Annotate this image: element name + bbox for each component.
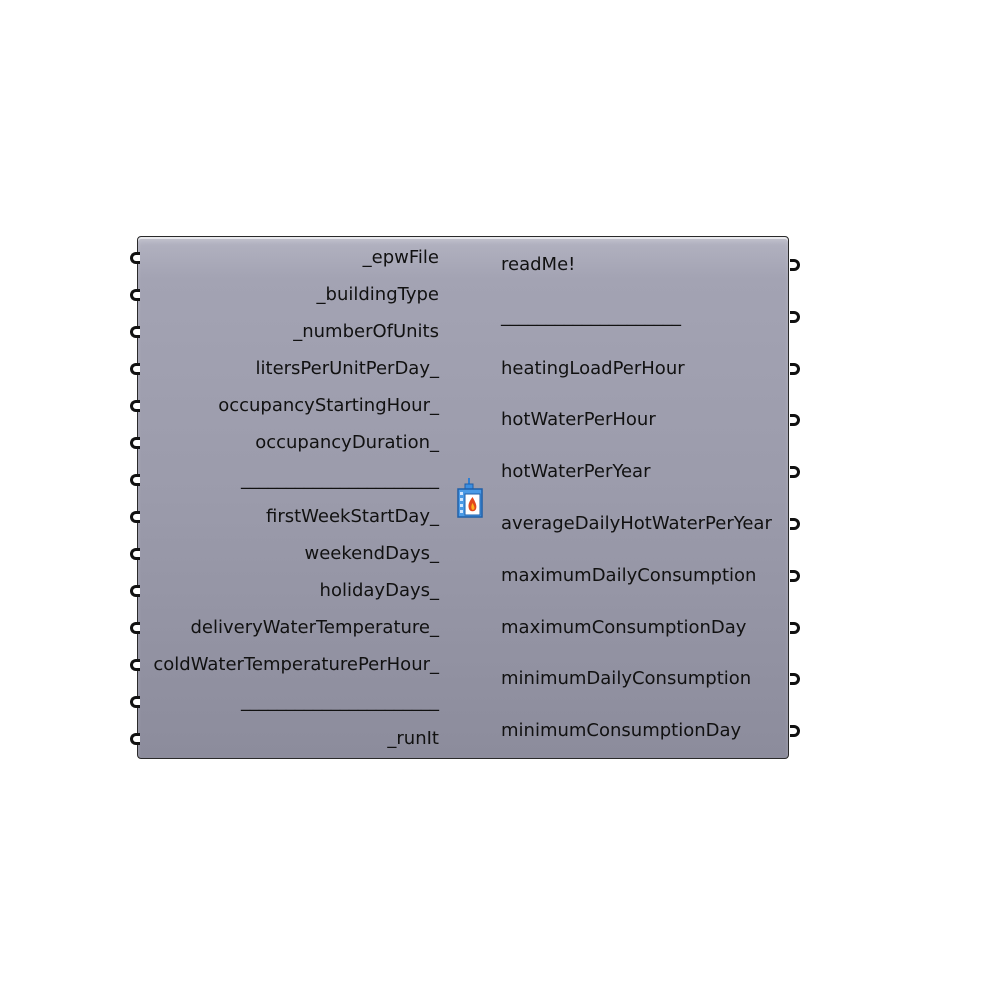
output-label-4[interactable]: hotWaterPerYear [501, 461, 651, 483]
input-grip-9[interactable] [130, 585, 140, 597]
output-grip-1[interactable] [790, 310, 800, 323]
input-label-1[interactable]: _buildingType [316, 284, 439, 305]
output-grip-0[interactable] [790, 259, 800, 271]
input-label-6[interactable]: ______________________ [241, 469, 439, 490]
input-grip-5[interactable] [130, 437, 140, 449]
input-label-8[interactable]: weekendDays_ [304, 543, 439, 564]
output-label-7[interactable]: maximumConsumptionDay [501, 616, 747, 638]
output-label-0[interactable]: readMe! [501, 254, 576, 275]
input-label-2[interactable]: _numberOfUnits [293, 321, 439, 342]
output-grip-6[interactable] [790, 569, 800, 582]
input-label-11[interactable]: coldWaterTemperaturePerHour_ [153, 654, 439, 675]
input-label-12[interactable]: ______________________ [241, 691, 439, 712]
input-grip-4[interactable] [130, 400, 140, 412]
input-grip-1[interactable] [130, 289, 140, 301]
output-grip-4[interactable] [790, 466, 800, 479]
output-label-1[interactable]: ____________________ [501, 305, 681, 327]
output-label-3[interactable]: hotWaterPerHour [501, 409, 656, 431]
input-label-9[interactable]: holidayDays_ [319, 580, 439, 601]
input-label-5[interactable]: occupancyDuration_ [255, 432, 439, 453]
input-grip-7[interactable] [130, 511, 140, 523]
output-label-2[interactable]: heatingLoadPerHour [501, 357, 685, 379]
input-grip-10[interactable] [130, 622, 140, 634]
output-label-6[interactable]: maximumDailyConsumption [501, 564, 757, 586]
output-label-5[interactable]: averageDailyHotWaterPerYear [501, 513, 772, 534]
input-grip-3[interactable] [130, 363, 140, 375]
output-grip-7[interactable] [790, 621, 800, 634]
input-label-0[interactable]: _epwFile [362, 247, 439, 268]
output-grip-9[interactable] [790, 725, 800, 738]
input-grip-8[interactable] [130, 548, 140, 560]
output-grip-5[interactable] [790, 518, 800, 530]
output-grip-3[interactable] [790, 414, 800, 427]
output-label-9[interactable]: minimumConsumptionDay [501, 720, 742, 742]
hot-water-building-icon [457, 478, 483, 518]
input-grip-13[interactable] [130, 733, 140, 745]
input-label-7[interactable]: firstWeekStartDay_ [265, 506, 439, 527]
input-grip-11[interactable] [130, 659, 140, 671]
input-grip-6[interactable] [130, 474, 140, 486]
output-grip-2[interactable] [790, 362, 800, 375]
output-grip-8[interactable] [790, 673, 800, 686]
output-label-8[interactable]: minimumDailyConsumption [501, 668, 752, 690]
input-label-10[interactable]: deliveryWaterTemperature_ [190, 617, 439, 638]
input-label-4[interactable]: occupancyStartingHour_ [218, 395, 439, 416]
input-label-3[interactable]: litersPerUnitPerDay_ [255, 358, 439, 379]
input-grip-2[interactable] [130, 326, 140, 338]
input-label-13[interactable]: _runIt [387, 728, 439, 749]
input-grip-12[interactable] [130, 696, 140, 708]
input-grip-0[interactable] [130, 252, 140, 264]
